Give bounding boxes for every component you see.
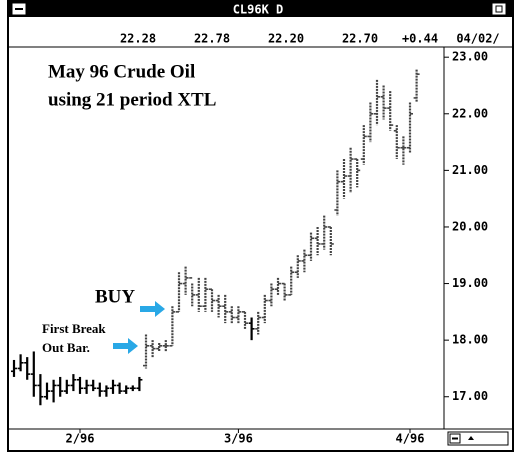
window-title: CL96K D xyxy=(233,3,284,17)
x-tick-label: 4/96 xyxy=(396,432,425,446)
title-bar xyxy=(8,1,513,17)
y-tick-label: 17.00 xyxy=(452,389,488,403)
y-tick-label: 18.00 xyxy=(452,333,488,347)
y-tick-label: 23.00 xyxy=(452,50,488,64)
y-tick-label: 19.00 xyxy=(452,276,488,290)
annotation: Out Bar. xyxy=(42,340,90,355)
y-tick-label: 21.00 xyxy=(452,163,488,177)
quote-value: 22.20 xyxy=(268,32,304,46)
arrow xyxy=(113,338,138,354)
quote-value: +0.44 xyxy=(402,32,438,46)
window-frame xyxy=(7,0,514,452)
annotation: May 96 Crude Oil xyxy=(48,61,195,82)
x-tick-label: 2/96 xyxy=(66,432,95,446)
maximize-icon xyxy=(495,5,503,13)
maximize-button[interactable] xyxy=(491,2,507,16)
arrow xyxy=(140,301,165,317)
x-tick-label: 3/96 xyxy=(224,432,253,446)
quote-value: 22.28 xyxy=(120,32,156,46)
annotation: using 21 period XTL xyxy=(48,89,216,110)
y-tick-label: 22.00 xyxy=(452,106,488,120)
menu-icon xyxy=(15,8,23,10)
quote-value: 22.78 xyxy=(194,32,230,46)
y-tick-label: 20.00 xyxy=(452,219,488,233)
scroll-thumb[interactable] xyxy=(468,436,474,440)
quote-value: 22.70 xyxy=(342,32,378,46)
quote-value: 04/02/ xyxy=(456,32,499,46)
annotation: First Break xyxy=(42,321,106,336)
scrollbar[interactable] xyxy=(447,431,509,446)
annotation: BUY xyxy=(95,286,135,307)
